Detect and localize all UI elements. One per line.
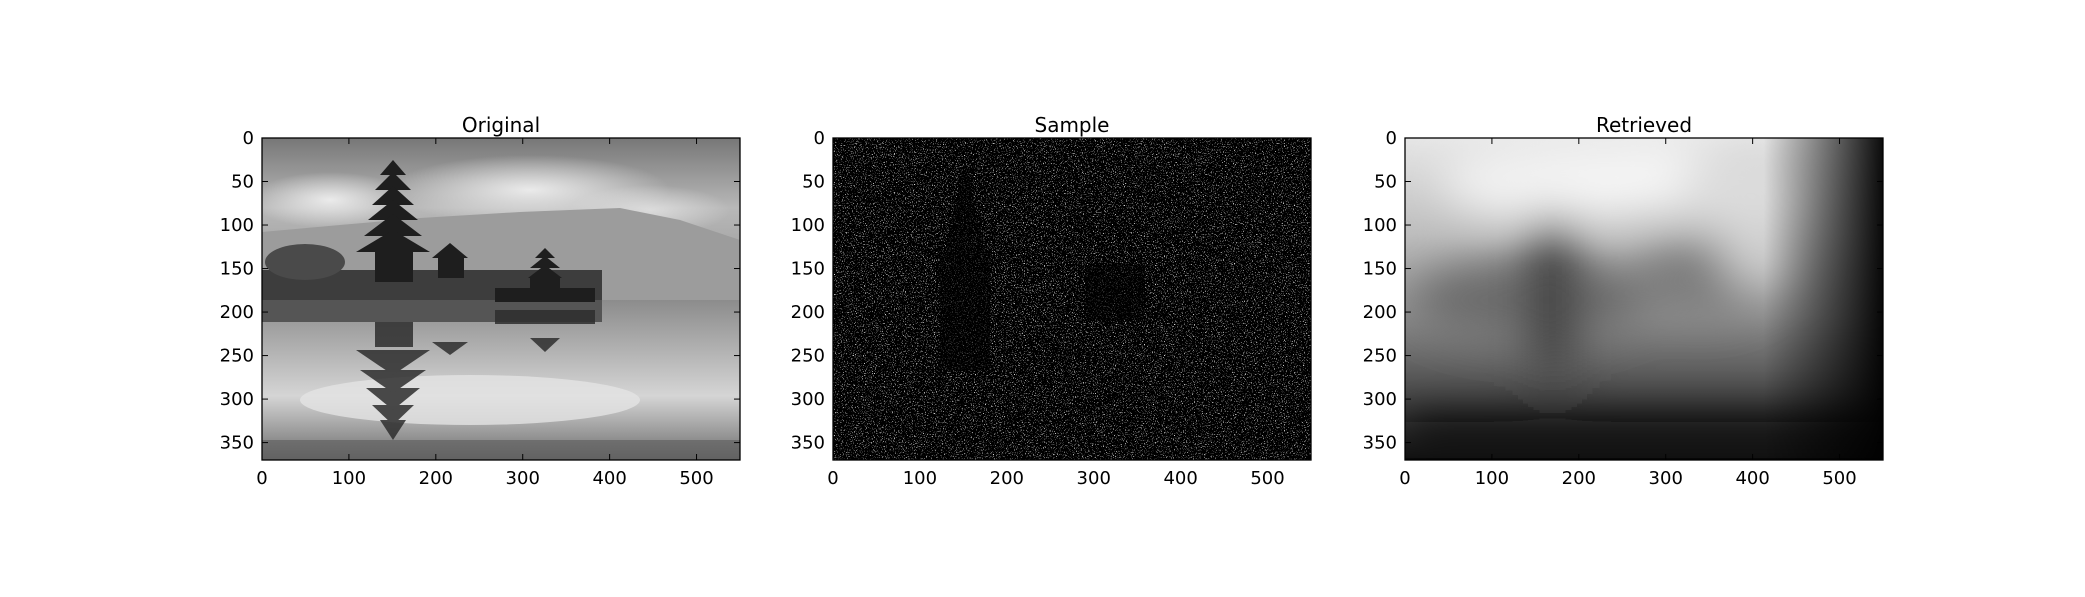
retrieved-x-ticks: 0 100 200 300 400 500 [1399, 138, 1857, 489]
x-tick-label: 200 [419, 468, 453, 489]
panel-retrieved: Retrieved 0 100 200 300 400 500 0 50 100 150 200 2… [1363, 113, 1884, 489]
retrieved-frame [1404, 137, 1884, 461]
sample-y-ticks: 0 50 100 150 200 250 300 350 [791, 128, 1311, 454]
sample-image [833, 138, 1311, 460]
y-tick-label: 150 [791, 259, 825, 280]
x-tick-label: 100 [903, 468, 937, 489]
x-tick-label: 100 [332, 468, 366, 489]
y-tick-label: 200 [220, 302, 254, 323]
sample-frame [832, 137, 1312, 461]
y-tick-label: 300 [1363, 389, 1397, 410]
y-tick-label: 150 [1363, 259, 1397, 280]
y-tick-label: 350 [220, 433, 254, 454]
original-y-ticks: 0 50 100 150 200 250 300 350 [220, 128, 740, 454]
y-tick-label: 50 [802, 172, 825, 193]
y-tick-label: 150 [220, 259, 254, 280]
y-tick-label: 100 [220, 215, 254, 236]
x-tick-label: 100 [1475, 468, 1509, 489]
original-x-ticks: 0 100 200 300 400 500 [256, 138, 714, 489]
x-tick-label: 500 [1822, 468, 1856, 489]
x-tick-label: 400 [1735, 468, 1769, 489]
y-tick-label: 100 [791, 215, 825, 236]
y-tick-label: 300 [220, 389, 254, 410]
x-tick-label: 400 [592, 468, 626, 489]
sample-x-ticks: 0 100 200 300 400 500 [827, 138, 1285, 489]
y-tick-label: 250 [791, 346, 825, 367]
original-image [262, 138, 740, 460]
retrieved-image [1405, 138, 1883, 460]
x-tick-label: 300 [506, 468, 540, 489]
panel-original: Original 0 100 200 300 400 500 0 50 100 150 200 25… [220, 113, 741, 489]
y-tick-label: 0 [1386, 128, 1397, 149]
x-tick-label: 500 [1250, 468, 1284, 489]
x-tick-label: 0 [256, 468, 267, 489]
y-tick-label: 250 [1363, 346, 1397, 367]
retrieved-title: Retrieved [1596, 113, 1692, 137]
y-tick-label: 100 [1363, 215, 1397, 236]
x-tick-label: 0 [1399, 468, 1410, 489]
y-tick-label: 0 [243, 128, 254, 149]
retrieved-y-ticks: 0 50 100 150 200 250 300 350 [1363, 128, 1883, 454]
x-tick-label: 300 [1649, 468, 1683, 489]
x-tick-label: 0 [827, 468, 838, 489]
y-tick-label: 350 [1363, 433, 1397, 454]
y-tick-label: 200 [1363, 302, 1397, 323]
x-tick-label: 400 [1163, 468, 1197, 489]
x-tick-label: 500 [679, 468, 713, 489]
y-tick-label: 200 [791, 302, 825, 323]
y-tick-label: 0 [814, 128, 825, 149]
x-tick-label: 200 [990, 468, 1024, 489]
y-tick-label: 350 [791, 433, 825, 454]
y-tick-label: 50 [231, 172, 254, 193]
x-tick-label: 200 [1562, 468, 1596, 489]
y-tick-label: 300 [791, 389, 825, 410]
y-tick-label: 50 [1374, 172, 1397, 193]
sample-title: Sample [1035, 113, 1110, 137]
panel-sample: Sample 0 100 200 300 400 500 0 50 100 150 200 250 3… [791, 113, 1312, 489]
original-title: Original [462, 113, 540, 137]
x-tick-label: 300 [1077, 468, 1111, 489]
y-tick-label: 250 [220, 346, 254, 367]
original-frame [261, 137, 741, 461]
